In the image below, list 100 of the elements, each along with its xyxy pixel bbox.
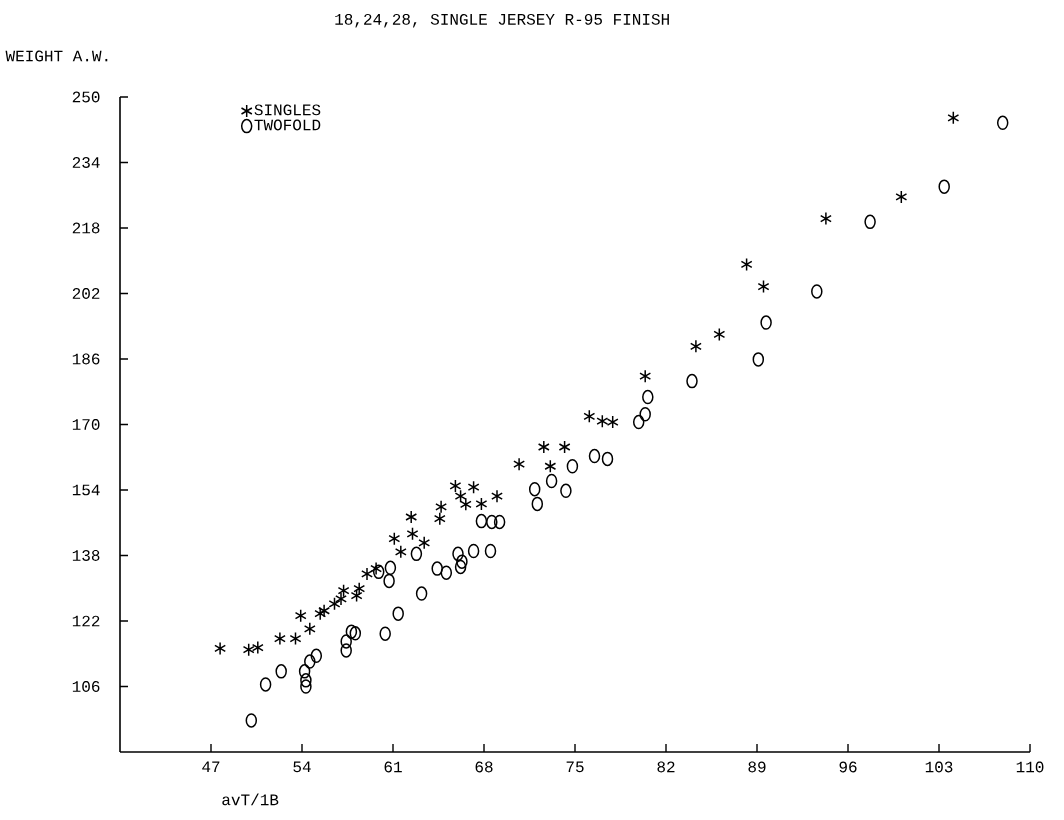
- y-tick-label: 250: [72, 91, 100, 103]
- point: [639, 407, 651, 422]
- point: [361, 567, 373, 581]
- point: [452, 546, 464, 562]
- point: [431, 561, 443, 576]
- point: [475, 497, 488, 511]
- x-tick-label: 89: [748, 761, 766, 773]
- point: [560, 483, 572, 499]
- point: [433, 511, 446, 526]
- point: [300, 679, 312, 694]
- point: [379, 626, 391, 641]
- y-tick-label: 106: [72, 681, 100, 692]
- point: [811, 284, 823, 299]
- x-tick-label: 82: [657, 761, 675, 773]
- point: [757, 279, 770, 294]
- point: [895, 190, 908, 204]
- point: [947, 111, 960, 125]
- point: [601, 451, 614, 467]
- point: [606, 415, 619, 429]
- point: [467, 480, 480, 494]
- point: [689, 339, 702, 354]
- point: [440, 565, 453, 580]
- point: [566, 459, 579, 474]
- point: [642, 389, 654, 405]
- point: [686, 373, 698, 389]
- point: [370, 561, 383, 576]
- y-axis-title: WEIGHT A.W.: [5, 50, 108, 62]
- point: [318, 604, 331, 618]
- point: [596, 414, 609, 428]
- point: [335, 592, 347, 606]
- point: [275, 664, 287, 679]
- chart-title: 18,24,28, SINGLE JERSEY R-95 FINISH: [335, 13, 669, 28]
- point: [558, 440, 571, 454]
- point: [310, 648, 323, 664]
- point: [303, 622, 316, 636]
- point: [298, 664, 311, 679]
- point: [531, 496, 544, 512]
- y-tick-label: 186: [72, 353, 100, 365]
- point: [454, 559, 467, 575]
- point: [304, 654, 316, 669]
- x-tick-label: 103: [925, 761, 953, 773]
- point: [251, 640, 264, 655]
- x-tick-label: 96: [839, 761, 857, 773]
- point: [938, 179, 950, 194]
- point: [245, 713, 258, 728]
- point: [537, 440, 550, 454]
- point: [740, 257, 753, 272]
- point: [394, 545, 407, 559]
- point: [493, 514, 506, 530]
- point: [467, 543, 480, 559]
- y-tick-label: 122: [72, 615, 100, 627]
- point: [300, 673, 312, 688]
- point: [349, 626, 362, 641]
- point: [713, 327, 726, 342]
- x-tick-label: 54: [293, 761, 311, 773]
- point: [259, 677, 272, 692]
- legend-label: SINGLES: [254, 104, 321, 116]
- point: [345, 624, 358, 639]
- x-tick-label: 68: [475, 761, 493, 773]
- point: [289, 631, 302, 646]
- point: [372, 564, 385, 580]
- point: [864, 214, 876, 230]
- x-tick-label: 61: [384, 761, 402, 773]
- y-tick-label: 154: [72, 484, 100, 496]
- point: [214, 641, 227, 656]
- point: [435, 500, 448, 514]
- point: [486, 514, 498, 530]
- y-tick-label: 234: [72, 157, 100, 168]
- x-tick-label: 75: [566, 761, 584, 773]
- y-tick-label: 138: [72, 550, 100, 561]
- point: [383, 573, 395, 589]
- point: [418, 536, 431, 550]
- y-tick-label: 202: [72, 288, 100, 299]
- point: [242, 642, 255, 657]
- point: [456, 554, 468, 569]
- point: [484, 543, 497, 559]
- point: [410, 546, 423, 562]
- point: [294, 608, 307, 623]
- point: [415, 586, 428, 601]
- legend-label: TWOFOLD: [254, 119, 321, 131]
- point: [639, 369, 652, 383]
- x-axis-title: avT/1B: [222, 793, 279, 806]
- point: [475, 513, 488, 529]
- point: [340, 643, 352, 658]
- point: [996, 115, 1009, 131]
- point: [491, 489, 503, 503]
- point: [545, 473, 558, 489]
- point: [528, 481, 541, 497]
- point: [583, 409, 596, 424]
- point: [406, 527, 419, 541]
- point: [388, 531, 401, 546]
- y-tick-label: 170: [72, 419, 100, 430]
- point: [405, 510, 418, 524]
- point: [819, 211, 832, 226]
- point: [384, 560, 397, 576]
- point: [752, 352, 765, 367]
- point: [632, 414, 645, 430]
- x-tick-label: 110: [1016, 761, 1044, 773]
- point: [760, 315, 772, 330]
- point: [513, 457, 526, 471]
